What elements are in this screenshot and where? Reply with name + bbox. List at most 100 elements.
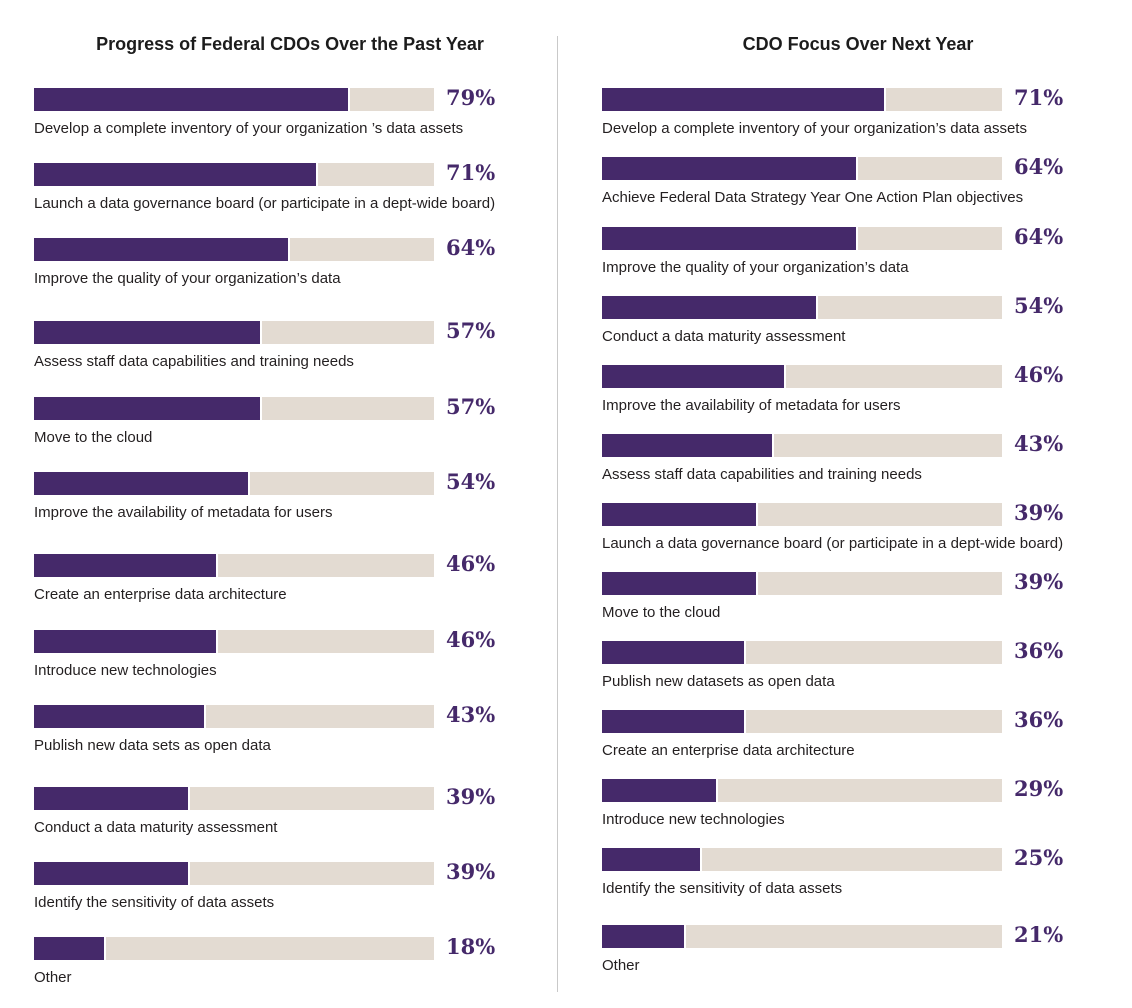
bar-value-label: 64% xyxy=(446,235,496,260)
bar-value-label: 46% xyxy=(1014,362,1064,387)
bar xyxy=(602,365,786,388)
bar-category-label: Move to the cloud xyxy=(602,604,721,621)
bar xyxy=(34,238,290,261)
bar-category-label: Develop a complete inventory of your org… xyxy=(34,120,464,137)
bar-category-label: Develop a complete inventory of your org… xyxy=(602,120,1027,137)
bar-track xyxy=(602,503,1002,526)
right-chart-title: CDO Focus Over Next Year xyxy=(742,34,974,54)
bar xyxy=(602,157,858,180)
bar-value-label: 21% xyxy=(1014,922,1064,947)
bar-category-label: Other xyxy=(602,957,640,974)
bar-category-label: Publish new data sets as open data xyxy=(34,737,271,754)
bar-value-label: 46% xyxy=(446,627,496,652)
bar xyxy=(34,705,206,728)
bar-value-label: 79% xyxy=(446,85,496,110)
bar-category-label: Achieve Federal Data Strategy Year One A… xyxy=(602,189,1024,206)
bar-track xyxy=(602,848,1002,871)
bar xyxy=(34,472,250,495)
bar-value-label: 39% xyxy=(1014,569,1064,594)
bar xyxy=(602,848,702,871)
bar-value-label: 25% xyxy=(1014,845,1064,870)
bar-value-label: 18% xyxy=(446,934,496,959)
bar-category-label: Introduce new technologies xyxy=(602,811,785,828)
bar xyxy=(602,434,774,457)
bar-category-label: Move to the cloud xyxy=(34,429,153,446)
bar-value-label: 43% xyxy=(1014,431,1064,456)
bar-track xyxy=(34,321,434,344)
bar-track xyxy=(34,937,434,960)
bar-value-label: 43% xyxy=(446,702,496,727)
bar-track xyxy=(602,296,1002,319)
bar-track xyxy=(602,925,1002,948)
bar xyxy=(34,163,318,186)
left-chart-title: Progress of Federal CDOs Over the Past Y… xyxy=(96,34,484,54)
bar-value-label: 54% xyxy=(446,469,496,494)
bar xyxy=(34,321,262,344)
bar-category-label: Improve the quality of your organization… xyxy=(602,259,909,276)
bar-value-label: 71% xyxy=(446,160,496,185)
bar xyxy=(602,710,746,733)
bar-value-label: 57% xyxy=(446,318,496,343)
bar-category-label: Identify the sensitivity of data assets xyxy=(34,894,275,911)
bar xyxy=(602,925,686,948)
bar-value-label: 54% xyxy=(1014,293,1064,318)
bar-category-label: Launch a data governance board (or parti… xyxy=(602,535,1064,552)
bar-category-label: Conduct a data maturity assessment xyxy=(34,819,278,836)
bar-value-label: 39% xyxy=(446,784,496,809)
bar-category-label: Conduct a data maturity assessment xyxy=(602,328,846,345)
bar xyxy=(34,787,190,810)
bar-track xyxy=(34,472,434,495)
bar-value-label: 39% xyxy=(446,859,496,884)
bar xyxy=(34,88,350,111)
bar-value-label: 36% xyxy=(1014,707,1064,732)
chart-divider xyxy=(557,36,558,992)
bar-category-label: Improve the availability of metadata for… xyxy=(602,397,901,414)
bar-track xyxy=(602,779,1002,802)
bar-track xyxy=(602,434,1002,457)
bar-category-label: Publish new datasets as open data xyxy=(602,673,835,690)
bar-track xyxy=(34,554,434,577)
bar-track xyxy=(602,572,1002,595)
bar xyxy=(602,641,746,664)
bar-category-label: Improve the quality of your organization… xyxy=(34,270,341,287)
bar xyxy=(602,503,758,526)
bar-track xyxy=(34,163,434,186)
bar-track xyxy=(34,862,434,885)
bar xyxy=(34,862,190,885)
bar xyxy=(34,554,218,577)
bar-value-label: 46% xyxy=(446,551,496,576)
bar-category-label: Assess staff data capabilities and train… xyxy=(602,466,922,483)
bar xyxy=(602,227,858,250)
bar-track xyxy=(602,365,1002,388)
bar xyxy=(602,572,758,595)
bar-value-label: 57% xyxy=(446,394,496,419)
bar-category-label: Launch a data governance board (or parti… xyxy=(34,195,496,212)
bar-category-label: Identify the sensitivity of data assets xyxy=(602,880,843,897)
bar xyxy=(34,630,218,653)
bar-track xyxy=(34,238,434,261)
bar xyxy=(602,779,718,802)
bar xyxy=(602,296,818,319)
bar-track xyxy=(602,641,1002,664)
bar-track xyxy=(34,88,434,111)
bar-track xyxy=(602,710,1002,733)
bar-value-label: 64% xyxy=(1014,154,1064,179)
bar-track xyxy=(34,630,434,653)
bar-track xyxy=(602,157,1002,180)
bar-track xyxy=(34,787,434,810)
bar-track xyxy=(34,397,434,420)
bar-category-label: Improve the availability of metadata for… xyxy=(34,504,333,521)
bar-value-label: 39% xyxy=(1014,500,1064,525)
bar-category-label: Assess staff data capabilities and train… xyxy=(34,353,354,370)
bar-track xyxy=(602,88,1002,111)
bar-value-label: 71% xyxy=(1014,85,1064,110)
bar-value-label: 64% xyxy=(1014,224,1064,249)
bar-value-label: 29% xyxy=(1014,776,1064,801)
bar-value-label: 36% xyxy=(1014,638,1064,663)
bar xyxy=(34,937,106,960)
bar-category-label: Introduce new technologies xyxy=(34,662,217,679)
bar xyxy=(34,397,262,420)
bar-track xyxy=(34,705,434,728)
bar-category-label: Create an enterprise data architecture xyxy=(602,742,855,759)
bar-category-label: Other xyxy=(34,969,72,986)
